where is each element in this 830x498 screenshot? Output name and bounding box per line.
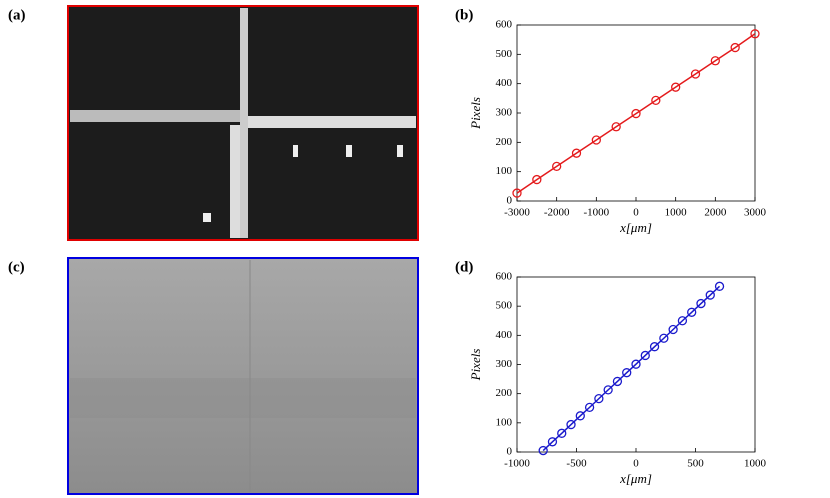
image-a	[67, 5, 419, 241]
y-tick-label: 400	[496, 329, 513, 341]
point	[671, 82, 681, 92]
x-tick-label: 1000	[665, 207, 688, 219]
x-tick-label: -2000	[544, 207, 570, 219]
y-tick-label: 400	[496, 77, 513, 89]
point	[649, 342, 660, 352]
point	[611, 122, 621, 132]
point	[538, 445, 548, 456]
point	[612, 376, 623, 387]
y-axis-label: Pixels	[468, 349, 483, 382]
point	[622, 368, 632, 378]
x-tick-label: 1000	[744, 458, 767, 470]
point	[705, 290, 715, 300]
point	[532, 174, 542, 185]
y-tick-label: 200	[496, 387, 513, 399]
x-tick-label: -3000	[504, 207, 530, 219]
y-tick-label: 0	[507, 195, 513, 207]
x-axis-label: x[μm]	[619, 220, 652, 235]
x-tick-label: -500	[566, 458, 587, 470]
image-c	[67, 257, 419, 495]
point	[677, 316, 688, 326]
panel-label: (b)	[455, 7, 473, 23]
point	[730, 42, 740, 53]
point	[750, 29, 760, 39]
y-tick-label: 600	[496, 19, 513, 31]
x-axis-label: x[μm]	[619, 471, 652, 486]
y-axis-label: Pixels	[468, 97, 483, 130]
point	[557, 428, 567, 438]
point	[668, 324, 678, 335]
point	[594, 393, 604, 404]
point	[591, 135, 601, 145]
x-tick-label: 0	[633, 458, 639, 470]
panel-label: (d)	[455, 259, 473, 275]
point	[710, 56, 720, 66]
x-tick-label: 0	[633, 207, 639, 219]
line	[516, 33, 756, 194]
point	[687, 307, 697, 317]
panel-label: (c)	[8, 259, 25, 275]
x-tick-label: 2000	[704, 207, 727, 219]
y-tick-label: 500	[496, 48, 513, 60]
y-tick-label: 100	[496, 416, 513, 428]
point	[651, 95, 661, 106]
y-tick-label: 500	[496, 300, 513, 312]
y-tick-label: 600	[496, 271, 513, 283]
point	[690, 69, 701, 79]
point	[566, 419, 576, 430]
y-tick-label: 300	[496, 358, 513, 370]
point	[631, 359, 641, 369]
panel-label: (a)	[8, 7, 26, 23]
point	[640, 350, 650, 361]
point	[575, 411, 585, 421]
point	[696, 298, 706, 309]
point	[584, 402, 595, 413]
y-tick-label: 0	[507, 446, 513, 458]
point	[547, 437, 558, 447]
x-tick-label: -1000	[504, 458, 530, 470]
point	[714, 281, 725, 291]
y-tick-label: 300	[496, 107, 513, 119]
point	[512, 188, 522, 198]
x-tick-label: 3000	[744, 207, 767, 219]
point	[659, 333, 669, 343]
line	[542, 285, 721, 452]
point	[571, 148, 582, 158]
x-tick-label: 500	[687, 458, 704, 470]
point	[631, 108, 641, 119]
x-tick-label: -1000	[583, 207, 609, 219]
point	[603, 385, 613, 395]
point	[552, 161, 562, 172]
y-tick-label: 100	[496, 165, 513, 177]
y-tick-label: 200	[496, 136, 513, 148]
